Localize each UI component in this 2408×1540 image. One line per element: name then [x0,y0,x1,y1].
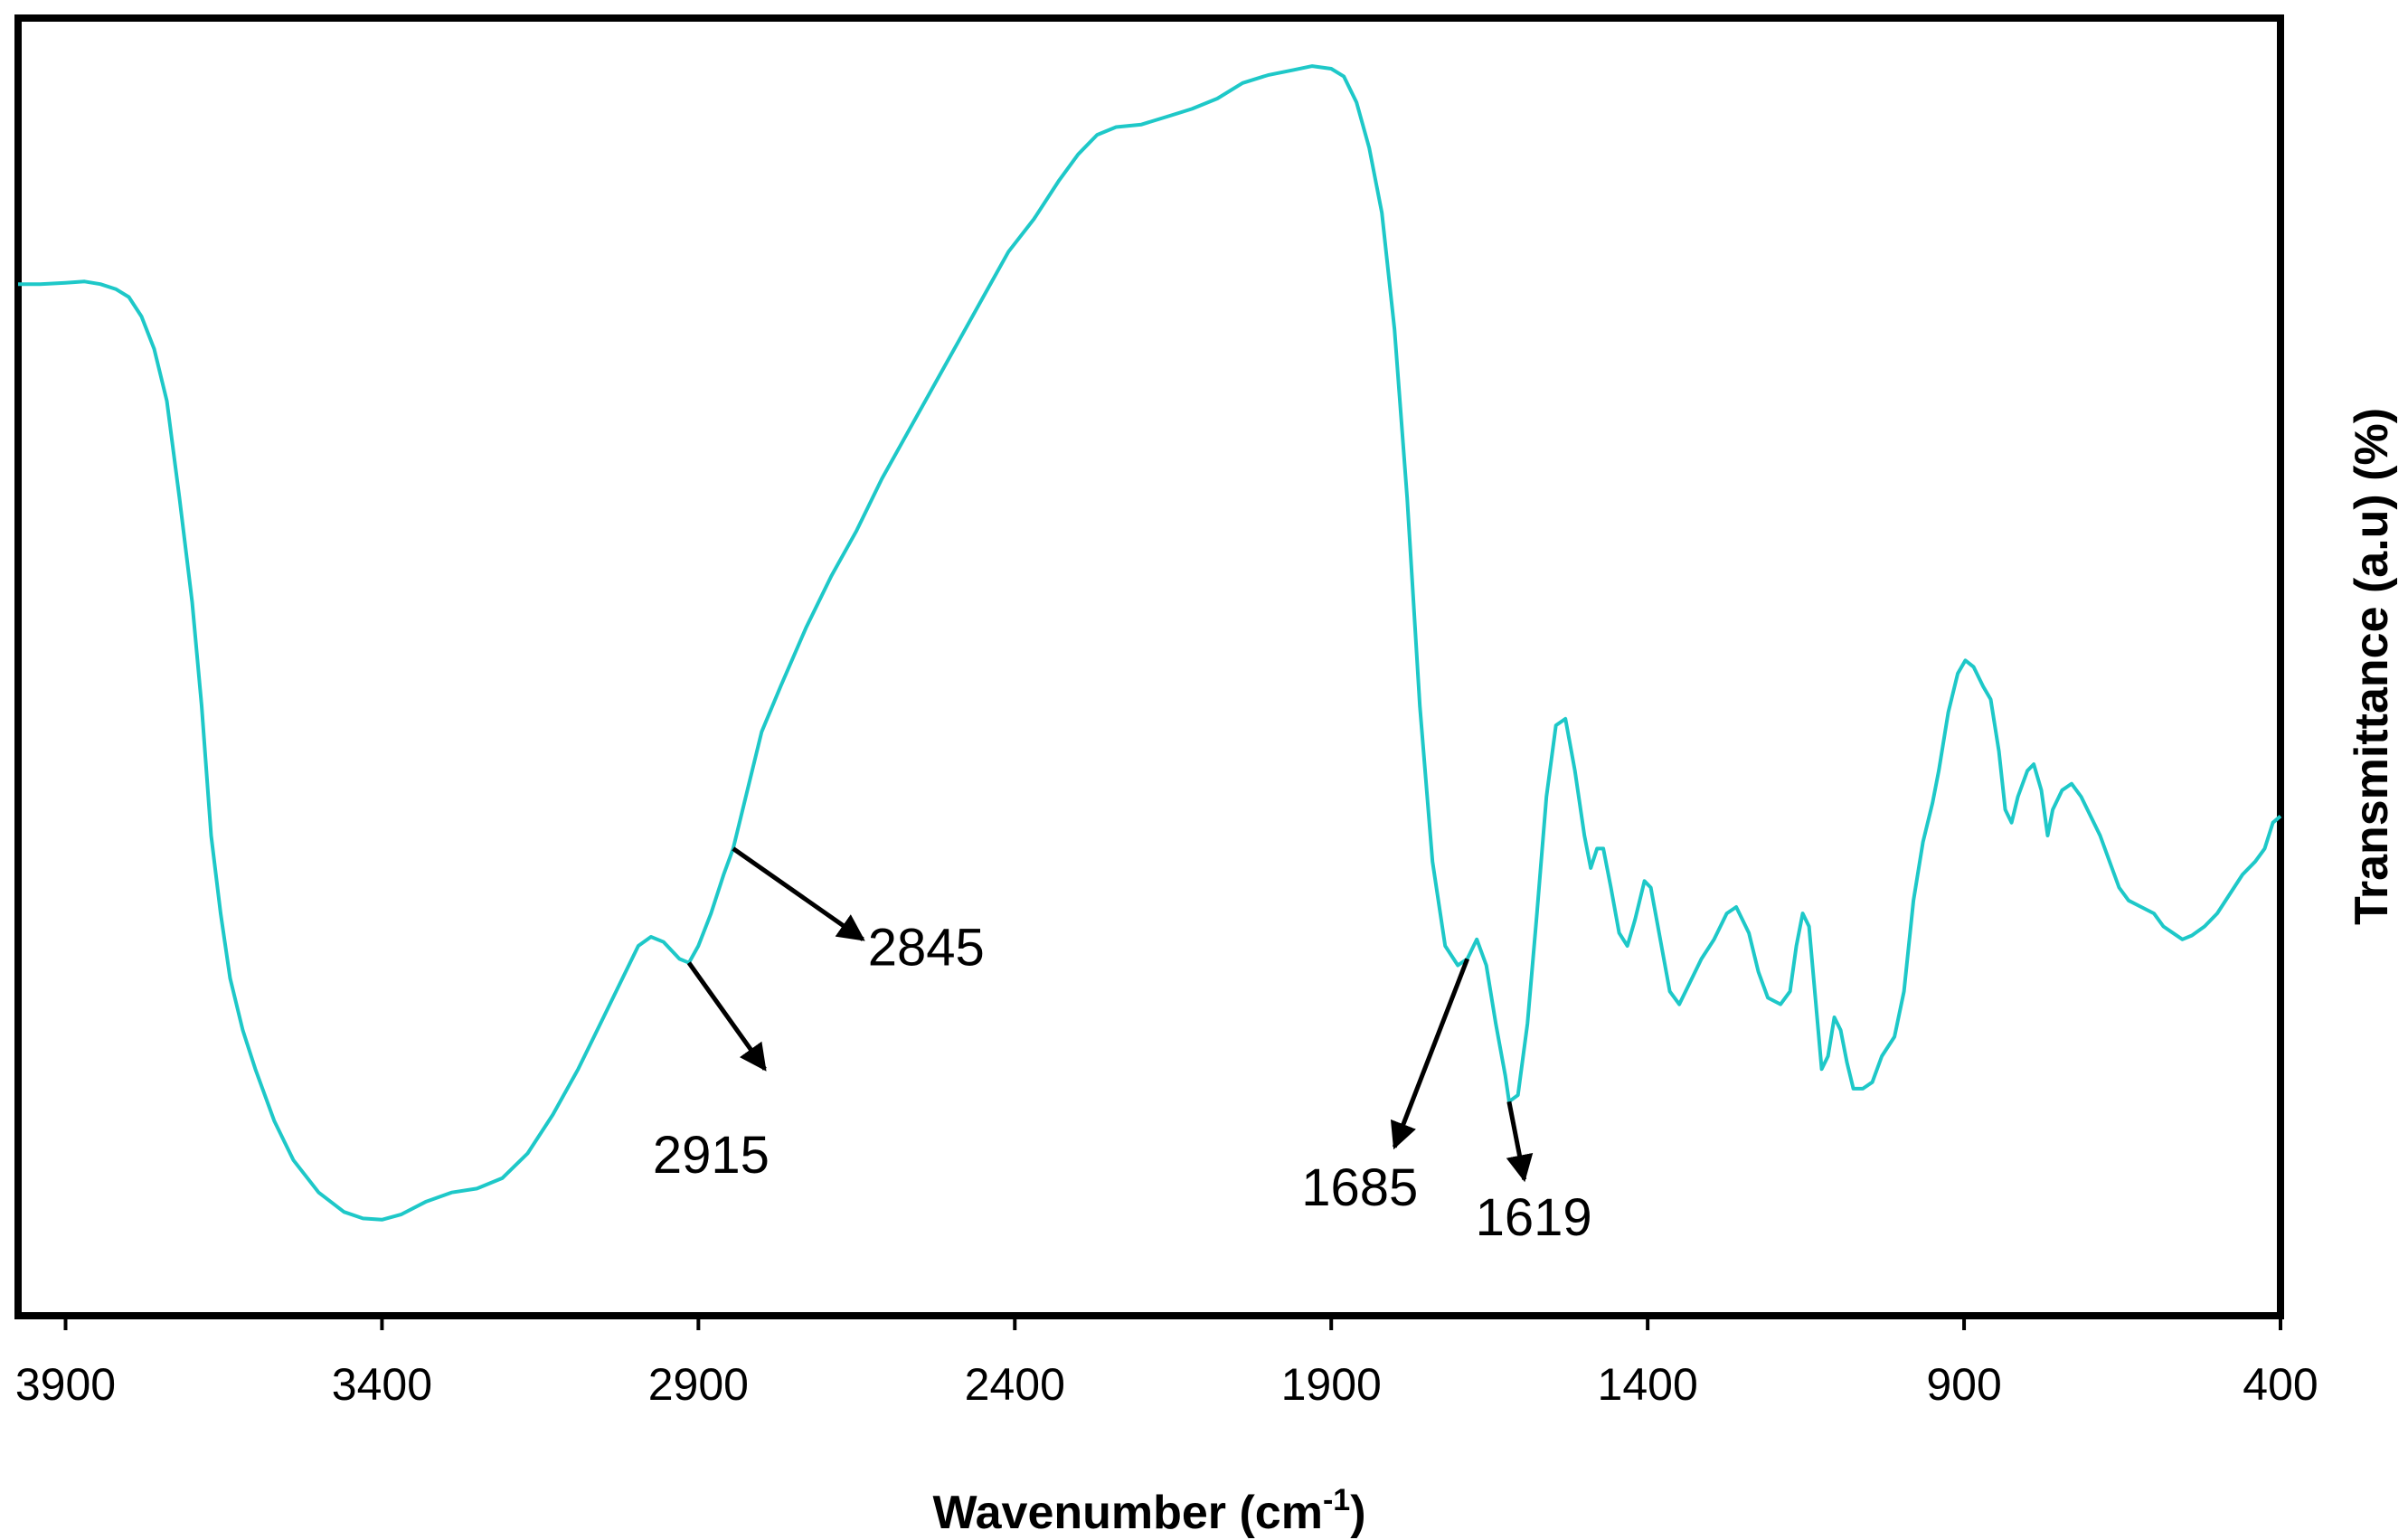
x-tick-label: 900 [1926,1359,2001,1410]
x-tick-label: 2400 [965,1359,1065,1410]
annotation-arrow [1390,958,1470,1150]
x-axis-title: Wavenumber (cm-1) [932,1483,1365,1539]
x-tick-label: 400 [2243,1359,2318,1410]
annotations-layer: 2845 2915 1685 1619 [653,846,1592,1247]
plot-area-frame [14,14,2284,1319]
annotation-arrow [732,846,865,941]
x-tick-label: 3900 [15,1359,116,1410]
x-tick-label: 2900 [648,1359,749,1410]
y-axis-title: Transmittance (a.u) (%) [2346,408,2398,925]
x-tick-label: 1400 [1598,1359,1698,1410]
x-axis: 3900 3400 2900 2400 1900 1400 900 400 [15,1316,2318,1410]
x-tick-label: 1900 [1281,1359,1382,1410]
series-layer [18,64,2282,1222]
peak-label: 2915 [653,1126,770,1185]
annotation-arrow [686,961,767,1072]
peak-label: 1685 [1301,1158,1418,1217]
peak-label: 2845 [868,919,985,978]
peak-label: 1619 [1476,1188,1592,1247]
x-tick-label: 3400 [332,1359,432,1410]
spectrum-line [18,64,2282,1222]
annotation-arrow [1506,1101,1534,1183]
